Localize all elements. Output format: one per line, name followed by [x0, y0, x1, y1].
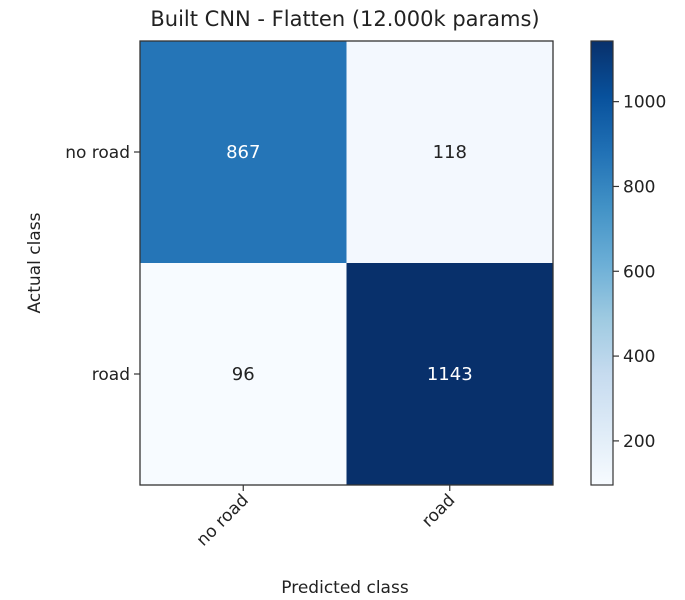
x-tick-label: road	[418, 490, 459, 531]
heatmap-cell	[346, 263, 553, 485]
y-tick-label: no road	[65, 143, 130, 163]
heatmap-cell	[140, 41, 347, 263]
colorbar-tick-label: 1000	[623, 93, 666, 113]
plot-frame	[139, 40, 554, 486]
chart-title: Built CNN - Flatten (12.000k params)	[150, 7, 539, 31]
cell-value-label: 867	[226, 142, 260, 163]
y-axis-label: Actual class	[25, 212, 45, 313]
colorbar-tick-label: 400	[623, 347, 655, 367]
heatmap-cell	[346, 41, 553, 263]
heatmap-cells	[140, 41, 553, 485]
heatmap-cell	[140, 263, 347, 485]
y-tick-label: road	[92, 365, 130, 385]
colorbar	[590, 40, 614, 486]
colorbar-tick-label: 600	[623, 262, 655, 282]
cell-value-label: 96	[232, 364, 255, 385]
x-axis-label: Predicted class	[281, 578, 409, 598]
cell-value-label: 1143	[427, 364, 473, 385]
x-axis-ticks: no road road	[193, 485, 459, 550]
y-axis-ticks: no road road	[65, 143, 140, 385]
x-tick-label: no road	[193, 490, 253, 550]
colorbar-tick-label: 800	[623, 177, 655, 197]
cell-value-label: 118	[433, 142, 467, 163]
colorbar-tick-label: 200	[623, 432, 655, 452]
colorbar-ticks: 200 400 600 800 1000	[613, 93, 666, 452]
heatmap-cell-labels: 867 118 96 1143	[226, 142, 473, 385]
